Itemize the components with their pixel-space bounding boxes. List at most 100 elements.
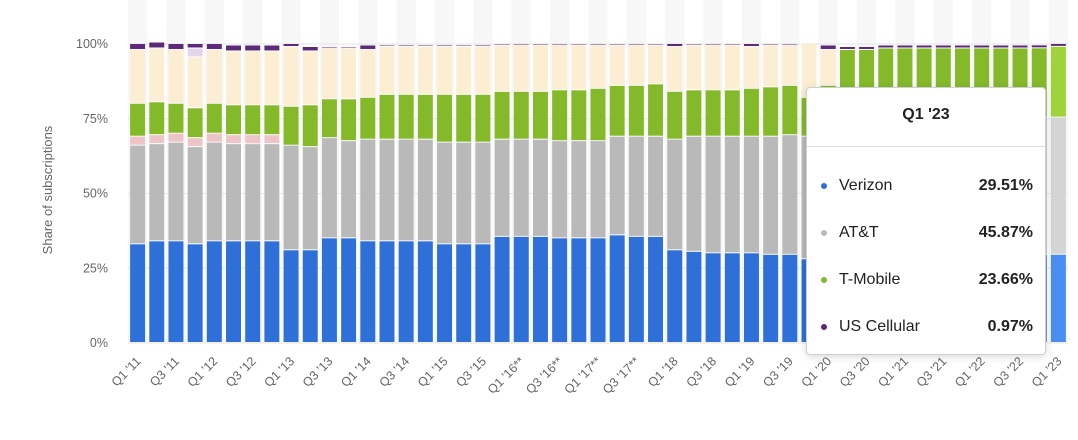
bar-segment[interactable]: [321, 99, 337, 138]
bar-segment[interactable]: [513, 236, 529, 342]
bar-segment[interactable]: [763, 254, 779, 342]
bar-segment[interactable]: [552, 141, 568, 238]
bar-segment[interactable]: [628, 236, 644, 342]
bar-segment[interactable]: [494, 139, 510, 236]
bar-segment[interactable]: [264, 135, 280, 144]
bar-segment[interactable]: [743, 253, 759, 342]
bar-segment[interactable]: [648, 84, 664, 136]
bar-segment[interactable]: [494, 91, 510, 139]
bar-segment[interactable]: [705, 45, 721, 90]
bar-segment[interactable]: [168, 133, 184, 142]
bar-segment[interactable]: [628, 45, 644, 85]
bar-segment[interactable]: [782, 135, 798, 254]
bar-segment[interactable]: [475, 46, 491, 94]
bar-segment[interactable]: [168, 241, 184, 342]
bar-segment[interactable]: [149, 102, 165, 135]
bar-segment[interactable]: [571, 45, 587, 90]
bar-segment[interactable]: [705, 253, 721, 342]
bar-segment[interactable]: [360, 45, 376, 49]
bar-segment[interactable]: [935, 45, 951, 48]
bar-segment[interactable]: [456, 142, 472, 244]
bar-segment[interactable]: [398, 94, 414, 139]
bar-segment[interactable]: [667, 91, 683, 139]
bar-segment[interactable]: [187, 138, 203, 147]
bar-segment[interactable]: [379, 94, 395, 139]
bar-segment[interactable]: [360, 139, 376, 241]
bar-segment[interactable]: [130, 145, 146, 244]
bar-segment[interactable]: [1012, 45, 1028, 48]
bar-segment[interactable]: [532, 45, 548, 91]
bar-segment[interactable]: [897, 45, 913, 48]
bar-segment[interactable]: [283, 106, 299, 145]
bar-segment[interactable]: [993, 45, 1009, 48]
bar-segment[interactable]: [302, 105, 318, 147]
bar-segment[interactable]: [379, 139, 395, 241]
bar-segment[interactable]: [321, 238, 337, 342]
bar-segment[interactable]: [264, 241, 280, 342]
bar-segment[interactable]: [532, 91, 548, 139]
bar-segment[interactable]: [226, 135, 241, 144]
bar-segment[interactable]: [513, 91, 529, 139]
bar-segment[interactable]: [437, 46, 453, 94]
bar-segment[interactable]: [264, 51, 280, 105]
bar-segment[interactable]: [763, 45, 779, 87]
bar-segment[interactable]: [1050, 254, 1066, 342]
bar-segment[interactable]: [226, 241, 241, 342]
bar-segment[interactable]: [321, 138, 337, 238]
bar-segment[interactable]: [206, 133, 222, 142]
bar-segment[interactable]: [1050, 43, 1066, 46]
bar-segment[interactable]: [532, 236, 548, 342]
bar-segment[interactable]: [130, 103, 146, 136]
bar-segment[interactable]: [187, 44, 203, 48]
bar-segment[interactable]: [187, 48, 203, 57]
bar-segment[interactable]: [609, 85, 625, 136]
bar-segment[interactable]: [494, 236, 510, 342]
bar-segment[interactable]: [724, 45, 740, 90]
bar-segment[interactable]: [763, 136, 779, 254]
bar-segment[interactable]: [475, 94, 491, 142]
bar-segment[interactable]: [686, 45, 702, 90]
bar-segment[interactable]: [552, 238, 568, 342]
bar-segment[interactable]: [341, 238, 357, 342]
bar-segment[interactable]: [245, 144, 261, 241]
bar-segment[interactable]: [360, 241, 376, 342]
bar-segment[interactable]: [264, 144, 280, 241]
bar-segment[interactable]: [245, 51, 261, 105]
bar-segment[interactable]: [437, 244, 453, 342]
bar-segment[interactable]: [245, 241, 261, 342]
bar-segment[interactable]: [187, 57, 203, 108]
bar-segment[interactable]: [168, 44, 184, 49]
bar-segment[interactable]: [302, 147, 318, 250]
bar-segment[interactable]: [149, 42, 165, 48]
bar-segment[interactable]: [916, 45, 932, 48]
bar-segment[interactable]: [532, 139, 548, 236]
bar-segment[interactable]: [149, 135, 165, 144]
bar-segment[interactable]: [264, 45, 280, 51]
bar-segment[interactable]: [571, 90, 587, 141]
bar-segment[interactable]: [302, 46, 318, 51]
bar-segment[interactable]: [245, 105, 261, 135]
bar-segment[interactable]: [206, 142, 222, 241]
bar-segment[interactable]: [417, 241, 433, 342]
bar-segment[interactable]: [782, 85, 798, 135]
bar-segment[interactable]: [609, 45, 625, 85]
bar-segment[interactable]: [590, 238, 606, 342]
bar-segment[interactable]: [571, 238, 587, 342]
bar-segment[interactable]: [360, 97, 376, 139]
bar-segment[interactable]: [686, 136, 702, 251]
bar-segment[interactable]: [302, 51, 318, 105]
bar-segment[interactable]: [743, 46, 759, 88]
bar-segment[interactable]: [705, 90, 721, 136]
bar-segment[interactable]: [206, 241, 222, 342]
bar-segment[interactable]: [686, 251, 702, 342]
bar-segment[interactable]: [513, 139, 529, 236]
bar-segment[interactable]: [379, 241, 395, 342]
bar-segment[interactable]: [283, 44, 299, 46]
bar-segment[interactable]: [648, 136, 664, 236]
bar-segment[interactable]: [206, 103, 222, 133]
bar-segment[interactable]: [187, 108, 203, 138]
bar-segment[interactable]: [782, 45, 798, 85]
bar-segment[interactable]: [321, 48, 337, 99]
bar-segment[interactable]: [494, 45, 510, 91]
bar-segment[interactable]: [168, 49, 184, 103]
